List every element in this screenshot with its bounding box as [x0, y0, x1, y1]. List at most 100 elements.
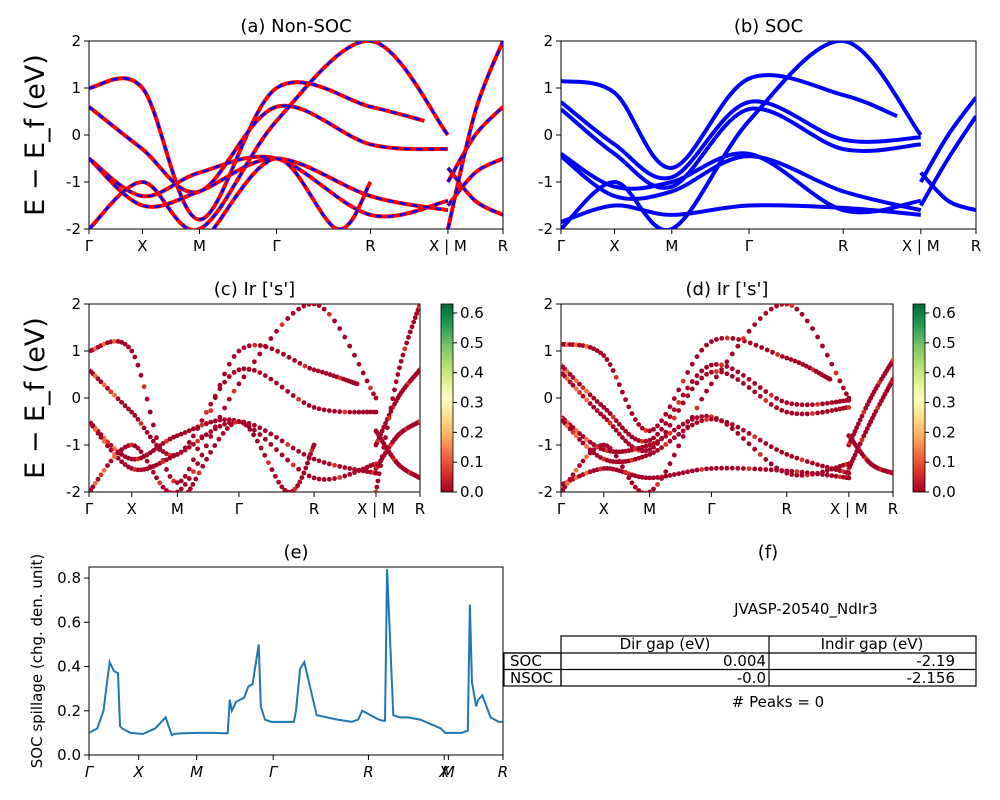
projection-point	[326, 476, 332, 482]
band-line-dashed	[89, 155, 449, 218]
projection-point	[262, 373, 268, 378]
x-tick-label: X	[609, 237, 619, 255]
x-tick-label: R	[838, 237, 848, 255]
projection-point	[610, 368, 616, 373]
projection-point	[406, 334, 411, 340]
projection-point	[651, 435, 656, 441]
projection-point	[815, 401, 820, 407]
projection-point	[327, 372, 333, 377]
x-tick-label: X	[137, 237, 147, 255]
projection-point	[804, 402, 810, 408]
projection-point	[379, 428, 385, 434]
projection-point	[203, 432, 209, 438]
colorbar-tick-label: 0.1	[932, 453, 956, 471]
projection-point	[655, 447, 660, 453]
projection-point	[730, 336, 736, 341]
projection-point	[129, 409, 135, 415]
projection-point	[337, 409, 343, 415]
projection-point	[164, 467, 169, 472]
projection-point	[784, 409, 790, 415]
band-line	[919, 115, 976, 207]
projection-point	[174, 480, 180, 485]
projection-point	[685, 385, 691, 391]
projection-point	[741, 436, 746, 441]
projection-point	[186, 440, 192, 445]
projection-point	[285, 442, 291, 447]
projection-point	[279, 438, 285, 444]
projection-point	[400, 352, 406, 358]
projection-point	[694, 373, 700, 379]
projection-point	[98, 472, 104, 478]
projection-point	[699, 375, 705, 381]
projection-point	[251, 422, 257, 428]
projection-point	[332, 476, 337, 481]
projection-point	[601, 414, 607, 420]
projection-point	[757, 466, 763, 472]
projection-point	[275, 348, 281, 354]
projection-point	[623, 438, 628, 444]
projection-point	[296, 396, 302, 402]
table-cell: -2.19	[916, 652, 955, 670]
projection-point	[587, 392, 593, 398]
projection-point	[639, 444, 645, 450]
projection-point	[224, 426, 230, 431]
projection-point	[784, 468, 790, 474]
colorbar-tick-label: 0.5	[460, 334, 484, 352]
y-tick-label: -1	[66, 173, 81, 191]
projection-point	[810, 411, 815, 416]
projection-point	[580, 385, 586, 391]
projection-point	[251, 367, 257, 373]
projection-point	[311, 405, 317, 410]
projection-point	[774, 447, 779, 453]
table-header-dir: Dir gap (eV)	[620, 635, 711, 653]
projection-point	[724, 465, 730, 471]
projection-point	[90, 423, 96, 429]
axes-frame	[88, 566, 504, 756]
projection-point	[689, 386, 695, 392]
projection-point	[364, 409, 370, 415]
projection-point	[854, 448, 860, 454]
projection-point	[626, 475, 632, 481]
projection-point	[182, 482, 188, 487]
projection-point	[671, 407, 677, 413]
projection-point	[308, 451, 313, 457]
x-tick-label: Γ	[745, 237, 754, 255]
projection-point	[789, 468, 795, 474]
colorbar: 0.0 0.1 0.2 0.3 0.4 0.5 0.6	[440, 303, 484, 501]
projection-point	[820, 343, 825, 349]
x-tick-label: Γ	[272, 237, 281, 255]
x-tick-label: Γ	[557, 237, 566, 255]
projection-point	[689, 379, 695, 384]
projection-point	[115, 396, 121, 402]
projection-point	[629, 411, 635, 416]
x-tick-label: Γ	[557, 500, 566, 518]
projection-point	[846, 405, 852, 410]
bands-ylabel-mid: E − E_f (eV)	[20, 317, 51, 479]
projection-point	[820, 401, 825, 407]
projection-point	[598, 350, 603, 356]
projection-point	[195, 424, 201, 430]
projection-point	[788, 357, 794, 362]
x-tick-label: X	[438, 763, 450, 781]
projection-point	[281, 351, 286, 357]
projection-point	[171, 453, 177, 459]
projection-point	[307, 365, 313, 371]
plot-area	[89, 41, 503, 229]
projection-point	[285, 316, 291, 321]
projection-point	[623, 397, 628, 403]
projection-point	[352, 466, 357, 472]
projection-point	[857, 441, 863, 447]
projection-point	[774, 396, 779, 401]
projection-point	[268, 431, 274, 437]
projection-point	[759, 345, 765, 350]
projection-point	[584, 397, 589, 403]
x-tick-label: Γ	[707, 500, 716, 518]
projection-point	[268, 376, 274, 382]
projection-point	[217, 382, 223, 388]
colorbar-tick-label: 0.1	[460, 453, 484, 471]
projection-point	[789, 401, 795, 407]
projection-point	[577, 381, 582, 387]
projection-point	[187, 486, 193, 492]
projection-point	[95, 476, 101, 482]
